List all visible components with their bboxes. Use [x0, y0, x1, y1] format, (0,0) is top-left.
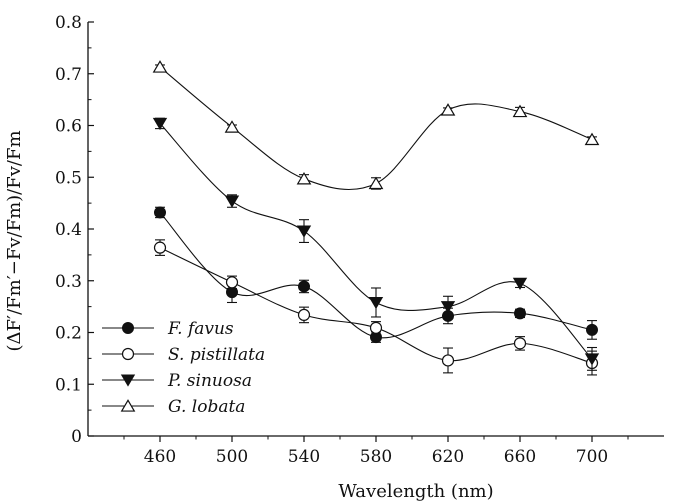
data-point — [152, 117, 168, 131]
data-point — [584, 132, 600, 146]
y-tick-label: 0.2 — [55, 324, 82, 344]
y-tick-label: 0.3 — [55, 272, 82, 292]
legend-label: F. favus — [167, 319, 234, 339]
series-g-lobata — [152, 60, 600, 190]
legend-marker — [121, 347, 135, 361]
axes: 0 0.1 0.2 0.3 0.4 0.5 0.6 0.7 0.8 460 500 540 580 620… — [55, 13, 664, 467]
x-tick-label: 620 — [432, 447, 464, 467]
y-tick-label: 0.1 — [55, 375, 82, 395]
data-point — [440, 301, 456, 314]
data-point — [586, 323, 598, 336]
data-point — [224, 120, 240, 133]
legend: F. favus S. pistillata P. sinuosa G. lobata — [102, 319, 265, 417]
data-point — [513, 337, 527, 350]
x-tick-label: 700 — [576, 447, 608, 467]
data-point — [368, 296, 384, 310]
legend-marker — [120, 399, 136, 412]
data-point — [154, 206, 166, 219]
series-p-sinuosa — [152, 117, 600, 371]
legend-item: F. favus — [102, 319, 234, 339]
data-point — [584, 353, 600, 366]
y-tick-label: 0 — [71, 427, 82, 447]
y-tick-label: 0.4 — [55, 220, 82, 240]
y-axis-title: (ΔF′/Fm′−Fv/Fm)/Fv/Fm — [4, 130, 25, 351]
legend-item: G. lobata — [102, 397, 245, 417]
y-tick-label: 0.6 — [55, 117, 82, 137]
series-layer — [152, 60, 600, 376]
x-tick-label: 500 — [216, 447, 248, 467]
legend-marker — [120, 374, 136, 387]
legend-label: S. pistillata — [168, 345, 265, 365]
data-point — [514, 307, 526, 320]
legend-item: P. sinuosa — [102, 371, 252, 391]
y-tick-label: 0.5 — [55, 168, 82, 188]
data-point — [225, 276, 239, 289]
x-tick-label: 460 — [144, 447, 176, 467]
data-point — [296, 225, 312, 238]
x-tick-label: 540 — [288, 447, 320, 467]
data-point — [153, 241, 167, 254]
data-point — [369, 321, 383, 334]
data-point — [152, 60, 168, 73]
data-point — [441, 354, 455, 367]
x-tick-label: 580 — [360, 447, 392, 467]
legend-item: S. pistillata — [102, 345, 265, 365]
data-point — [224, 195, 240, 208]
data-point — [298, 280, 310, 293]
y-tick-label: 0.7 — [55, 65, 82, 85]
y-tick-label: 0.8 — [55, 13, 82, 33]
data-point — [296, 171, 312, 185]
legend-marker — [122, 322, 134, 334]
data-point — [297, 308, 311, 322]
data-point — [440, 103, 456, 116]
data-point — [512, 277, 528, 290]
data-point — [368, 176, 384, 190]
series-line — [159, 66, 593, 190]
data-point — [512, 104, 528, 118]
x-tick-label: 660 — [504, 447, 536, 467]
x-axis-title: Wavelength (nm) — [338, 481, 493, 502]
legend-label: G. lobata — [168, 397, 245, 417]
legend-label: P. sinuosa — [167, 371, 252, 391]
